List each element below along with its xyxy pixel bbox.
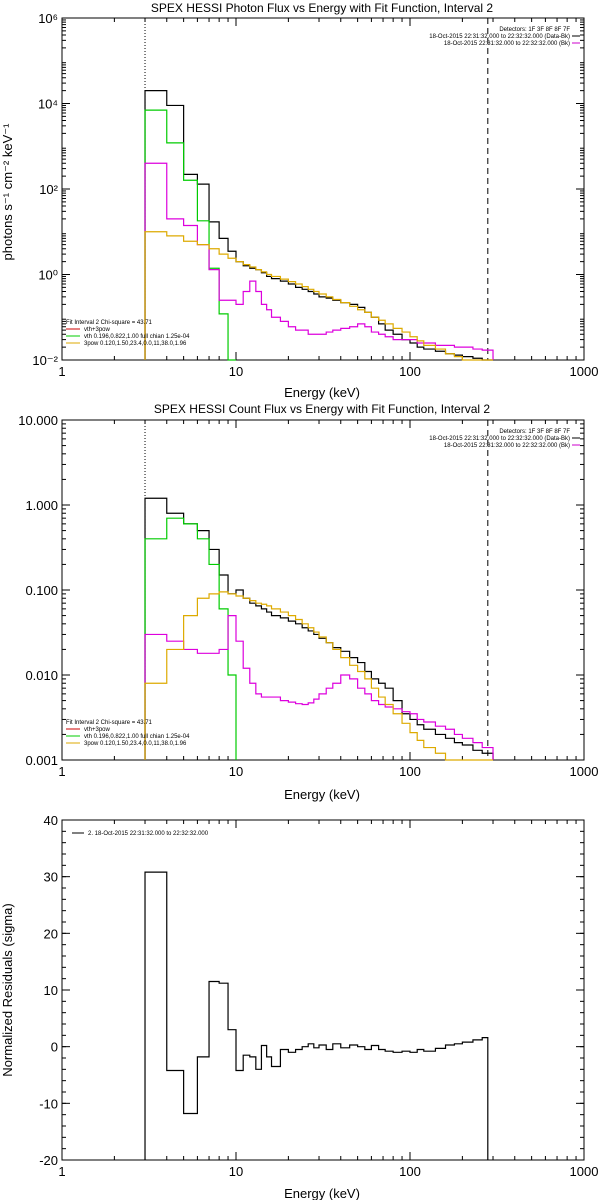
info-text: Detectors: 1F 3F 8F 8F 7F xyxy=(499,429,570,435)
plot-frame xyxy=(61,419,585,761)
y-tick-label: 0.010 xyxy=(25,668,58,683)
x-axis-label: Energy (keV) xyxy=(284,787,360,802)
x-tick-label: 10 xyxy=(229,364,243,379)
series-line-2 xyxy=(144,162,494,360)
y-tick-label: -10 xyxy=(39,1096,58,1111)
x-tick-label: 1000 xyxy=(570,1164,599,1179)
info-text: 18-Oct-2015 22:31:32.000 to 22:32:32.000… xyxy=(429,436,570,442)
series-line-0 xyxy=(144,871,489,1160)
plot-frame xyxy=(61,17,585,361)
plot-area: 1 10 100 1000 -20 -10 0 10 20 30 40 2. 18-Oct-2015 … xyxy=(39,813,598,1179)
series-line-1 xyxy=(144,109,236,361)
y-tick-label: 10⁴ xyxy=(38,97,58,112)
plot-frame xyxy=(61,819,585,1161)
y-tick-label: -20 xyxy=(39,1153,58,1168)
count-flux-panel: SPEX HESSI Count Flux vs Energy with Fit… xyxy=(18,402,598,802)
series-line-3 xyxy=(144,591,494,761)
x-axis-label: Energy (keV) xyxy=(284,385,360,400)
plot-area: 1 10 100 1000 0.001 0.010 0.100 1.000 10.000 Dete… xyxy=(18,413,598,779)
info-text: 18-Oct-2015 22:31:32.000 to 22:32:32.000… xyxy=(429,34,570,40)
y-tick-label: 0 xyxy=(51,1040,58,1055)
y-tick-label: 10 xyxy=(44,983,58,998)
y-tick-label: 10.000 xyxy=(18,413,58,428)
y-tick-label: 0.001 xyxy=(25,753,58,768)
legend-text: vth+3pow xyxy=(84,727,111,733)
y-tick-label: 30 xyxy=(44,870,58,885)
x-tick-label: 10 xyxy=(229,1164,243,1179)
x-tick-label: 1 xyxy=(58,764,65,779)
x-axis-label: Energy (keV) xyxy=(284,1186,360,1200)
legend-text: Fit Interval 2 Chi-square = 43.71 xyxy=(66,720,153,726)
y-tick-label: 20 xyxy=(44,926,58,941)
y-axis-label: Normalized Residuals (sigma) xyxy=(0,903,15,1076)
series-line-0 xyxy=(144,90,494,361)
x-tick-label: 100 xyxy=(399,1164,421,1179)
y-tick-label: 0.100 xyxy=(25,583,58,598)
y-tick-label: 10⁰ xyxy=(38,268,58,283)
legend-text: Fit Interval 2 Chi-square = 43.71 xyxy=(66,320,153,326)
legend-text: vth 0.196,0.822,1.00 full chian 1.25e-04 xyxy=(84,334,190,340)
legend-text: vth+3pow xyxy=(84,327,111,333)
chart-title: SPEX HESSI Photon Flux vs Energy with Fi… xyxy=(151,1,493,15)
x-tick-label: 1000 xyxy=(570,764,599,779)
y-tick-label: 1.000 xyxy=(25,498,58,513)
y-tick-label: 40 xyxy=(44,813,58,828)
legend-text: 3pow 0.120,1.50,23.4,0.0,11,38.0,1.96 xyxy=(84,741,187,747)
legend-text: 3pow 0.120,1.50,23.4,0.0,11,38.0,1.96 xyxy=(84,341,187,347)
y-tick-label: 10² xyxy=(39,182,58,197)
series-line-2 xyxy=(144,614,494,760)
legend-text: vth 0.196,0.822,1.00 full chian 1.25e-04 xyxy=(84,734,190,740)
x-tick-label: 1000 xyxy=(570,364,599,379)
info-text: Detectors: 1F 3F 8F 8F 7F xyxy=(499,27,570,33)
info-text: 18-Oct-2015 22:31:32.000 to 22:32:32.000… xyxy=(444,443,570,449)
x-tick-label: 10 xyxy=(229,764,243,779)
series-line-1 xyxy=(144,517,237,760)
x-tick-label: 100 xyxy=(399,764,421,779)
y-axis-label: photons s⁻¹ cm⁻² keV⁻¹ xyxy=(0,123,15,261)
x-tick-label: 100 xyxy=(399,364,421,379)
y-tick-label: 10⁶ xyxy=(38,11,58,26)
x-tick-label: 1 xyxy=(58,1164,65,1179)
plot-area: 1 10 100 1000 10⁻² 10⁰ 10² 10⁴ 10⁶ Detectors: 1F … xyxy=(32,11,598,379)
chart-title: SPEX HESSI Count Flux vs Energy with Fit… xyxy=(154,402,490,416)
series-line-3 xyxy=(144,231,494,361)
info-text: 2. 18-Oct-2015 22:31:32.000 to 22:32:32.… xyxy=(88,831,209,837)
info-text: 18-Oct-2015 22:31:32.000 to 22:32:32.000… xyxy=(444,41,570,47)
photon-flux-panel: SPEX HESSI Photon Flux vs Energy with Fi… xyxy=(0,1,598,400)
y-tick-label: 10⁻² xyxy=(32,353,58,368)
residuals-panel: Energy (keV) Normalized Residuals (sigma… xyxy=(0,813,598,1200)
x-tick-label: 1 xyxy=(58,364,65,379)
